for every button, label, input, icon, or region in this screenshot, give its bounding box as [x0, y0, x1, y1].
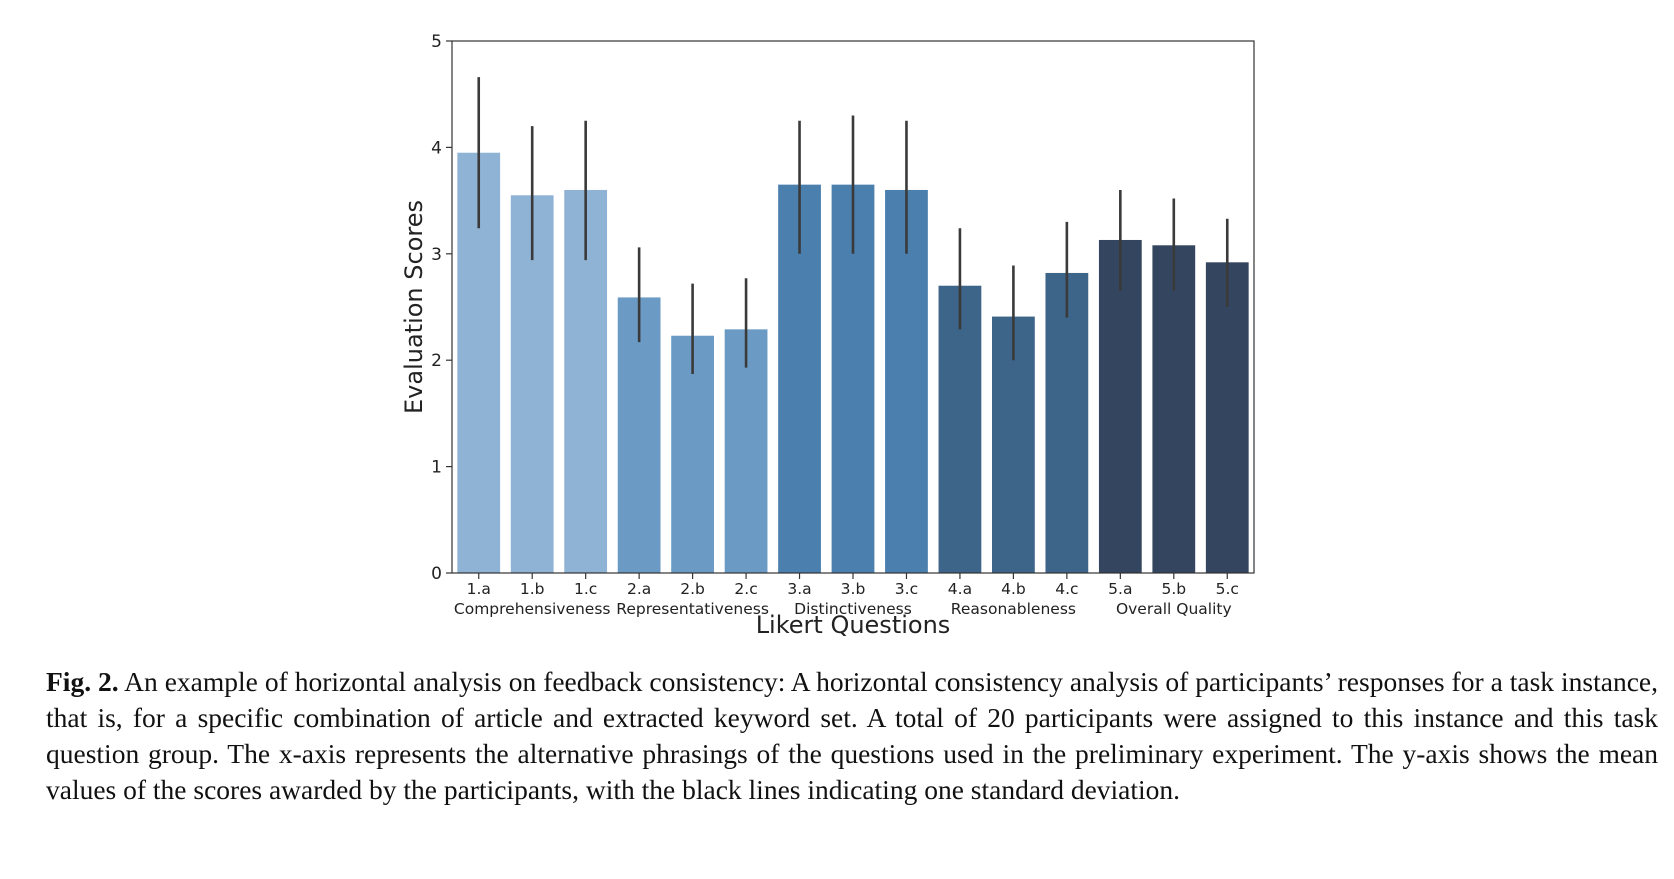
x-tick-label: 2.c [734, 580, 757, 598]
x-tick-label: 2.b [680, 580, 705, 598]
y-tick-label: 1 [431, 458, 442, 478]
y-tick-label: 0 [431, 564, 442, 584]
caption-text: An example of horizontal analysis on fee… [46, 666, 1658, 805]
x-tick-label: 3.b [841, 580, 866, 598]
bar-chart: 0 1 2 3 4 5 1.a 1.b 1.c 2.a 2.b 2.c 3.a 3.b 3.c 4.a 4.b… [400, 32, 1255, 639]
bars-layer [457, 152, 1249, 573]
x-group-label: Comprehensiveness [454, 600, 611, 618]
x-tick-label: 3.c [895, 580, 918, 598]
bar-2.a [617, 297, 661, 573]
x-tick-label: 3.a [787, 580, 811, 598]
x-tick-label: 4.a [948, 580, 972, 598]
x-axis-label: Likert Questions [756, 611, 951, 639]
figure-caption: Fig. 2. An example of horizontal analysi… [46, 664, 1658, 808]
x-tick-label: 1.b [520, 580, 545, 598]
x-tick-label: 5.b [1161, 580, 1186, 598]
x-group-label: Overall Quality [1116, 600, 1232, 618]
x-axis: 1.a 1.b 1.c 2.a 2.b 2.c 3.a 3.b 3.c 4.a 4.b 4.c 5.a 5… [454, 573, 1239, 618]
x-tick-label: 5.c [1216, 580, 1239, 598]
x-tick-label: 5.a [1108, 580, 1132, 598]
x-group-label: Distinctiveness [794, 600, 912, 618]
x-tick-label: 4.b [1001, 580, 1026, 598]
bar-4.a [938, 285, 982, 573]
figure-label: Fig. 2. [46, 666, 119, 697]
bar-5.a [1098, 239, 1142, 573]
bar-5.b [1152, 245, 1196, 573]
y-axis: 0 1 2 3 4 5 [431, 32, 452, 584]
x-tick-label: 1.c [574, 580, 597, 598]
bar-2.c [724, 329, 768, 573]
bar-4.c [1045, 272, 1089, 573]
x-tick-label: 2.a [627, 580, 651, 598]
x-group-label: Reasonableness [951, 600, 1076, 618]
y-tick-label: 2 [431, 351, 442, 371]
y-tick-label: 5 [431, 32, 442, 52]
y-tick-label: 3 [431, 245, 442, 265]
x-tick-label: 4.c [1055, 580, 1078, 598]
error-bars-layer [477, 77, 1229, 375]
bar-5.c [1205, 262, 1249, 573]
x-group-label: Representativeness [616, 600, 769, 618]
y-tick-label: 4 [431, 138, 442, 158]
x-tick-label: 1.a [467, 580, 491, 598]
bar-2.b [671, 335, 714, 573]
y-axis-label: Evaluation Scores [400, 200, 428, 414]
